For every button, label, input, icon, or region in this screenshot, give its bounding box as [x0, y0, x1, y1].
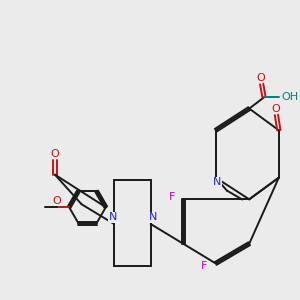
Text: N: N: [213, 177, 221, 187]
Text: O: O: [51, 149, 59, 159]
Text: O: O: [256, 73, 265, 83]
Text: O: O: [271, 104, 280, 114]
Text: OH: OH: [281, 92, 298, 102]
Text: N: N: [149, 212, 157, 223]
Text: O: O: [52, 196, 61, 206]
Text: F: F: [201, 261, 208, 271]
Text: N: N: [109, 212, 117, 223]
Text: F: F: [169, 192, 175, 202]
